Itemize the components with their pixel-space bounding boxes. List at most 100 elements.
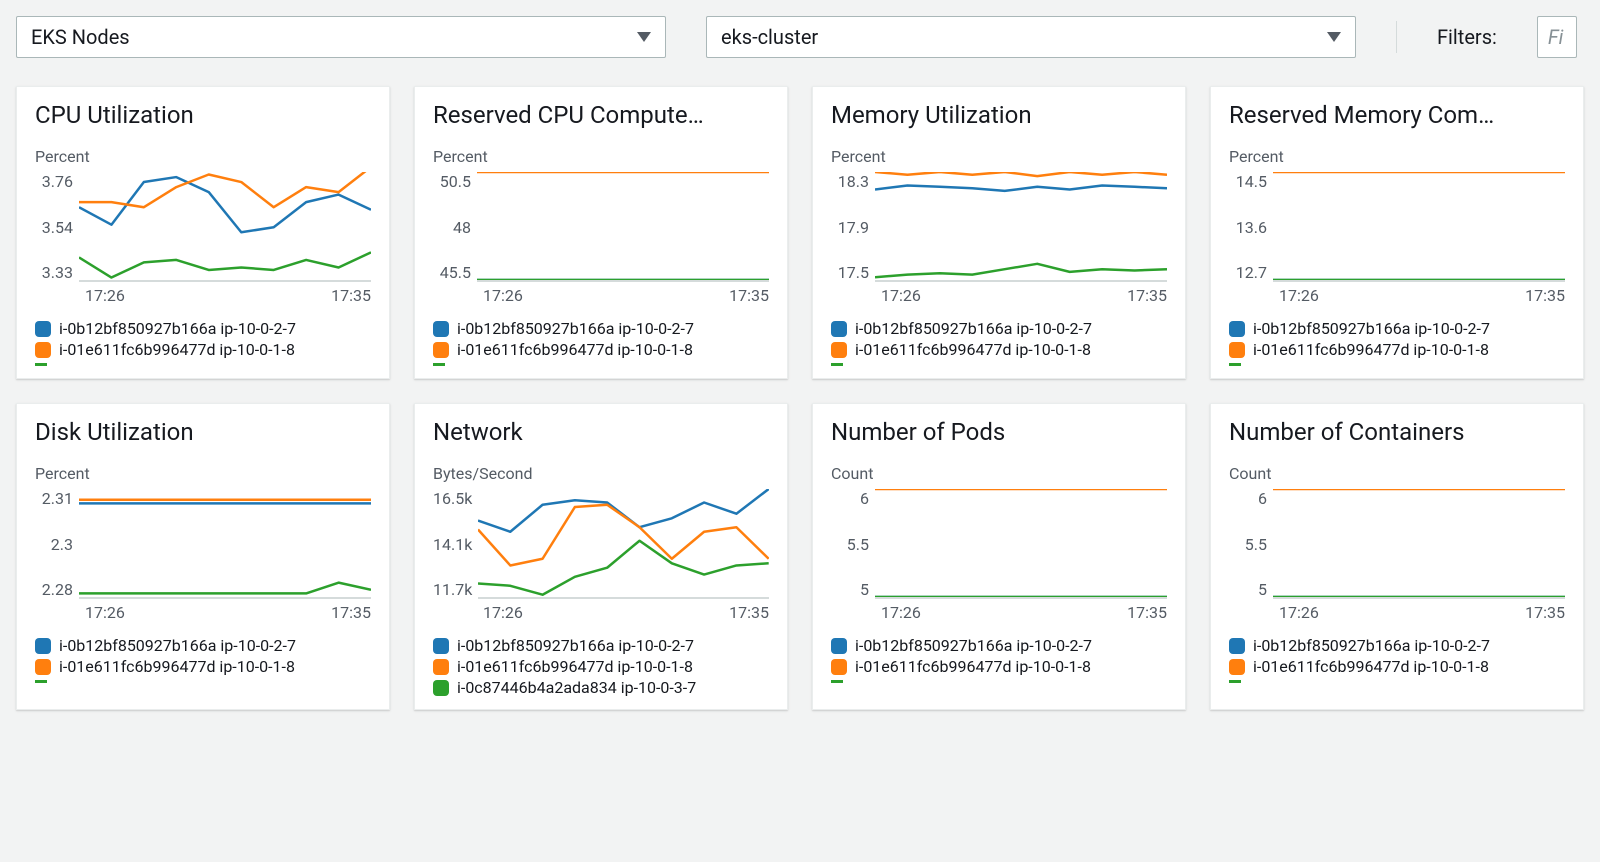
chart-plot-area: 2.312.32.28 bbox=[35, 489, 371, 599]
divider bbox=[1396, 21, 1397, 53]
chart-title: Memory Utilization bbox=[831, 101, 1167, 129]
legend-swatch bbox=[35, 321, 51, 337]
chart-card-pods: Number of PodsCount65.5517:2617:35i-0b12… bbox=[812, 403, 1186, 710]
x-axis-ticks: 17:26 17:35 bbox=[483, 603, 769, 622]
x-tick: 17:35 bbox=[729, 286, 769, 305]
legend-overflow-indicator bbox=[35, 363, 47, 366]
series-line bbox=[79, 172, 371, 207]
legend-item: i-01e611fc6b996477d ip-10-0-1-8 bbox=[433, 340, 769, 359]
chart-title: Number of Containers bbox=[1229, 418, 1565, 446]
legend-swatch bbox=[433, 638, 449, 654]
x-tick: 17:35 bbox=[1127, 603, 1167, 622]
y-tick: 18.3 bbox=[838, 172, 869, 191]
x-tick: 17:35 bbox=[1127, 286, 1167, 305]
chevron-down-icon bbox=[1327, 32, 1341, 42]
cluster-dropdown[interactable]: eks-cluster bbox=[706, 16, 1356, 58]
y-axis-label: Percent bbox=[433, 147, 769, 166]
series-line bbox=[79, 583, 371, 594]
legend-item: i-01e611fc6b996477d ip-10-0-1-8 bbox=[1229, 657, 1565, 676]
legend-label: i-01e611fc6b996477d ip-10-0-1-8 bbox=[59, 657, 295, 676]
legend-label: i-01e611fc6b996477d ip-10-0-1-8 bbox=[1253, 657, 1489, 676]
y-axis-ticks: 14.513.612.7 bbox=[1229, 172, 1273, 282]
chart-svg bbox=[478, 489, 769, 597]
legend-overflow-indicator bbox=[831, 363, 843, 366]
y-axis-label: Count bbox=[831, 464, 1167, 483]
y-tick: 6 bbox=[860, 489, 869, 508]
series-line bbox=[875, 172, 1167, 176]
series-line bbox=[79, 252, 371, 277]
chart-card-disk-utilization: Disk UtilizationPercent2.312.32.2817:261… bbox=[16, 403, 390, 710]
y-tick: 3.76 bbox=[42, 172, 73, 191]
x-tick: 17:26 bbox=[483, 603, 523, 622]
legend-label: i-0b12bf850927b166a ip-10-0-2-7 bbox=[457, 319, 694, 338]
x-tick: 17:26 bbox=[881, 286, 921, 305]
y-axis-ticks: 3.763.543.33 bbox=[35, 172, 79, 282]
chart-card-memory-utilization: Memory UtilizationPercent18.317.917.517:… bbox=[812, 86, 1186, 379]
chart-svg bbox=[79, 172, 371, 280]
y-tick: 2.3 bbox=[51, 535, 73, 554]
legend-swatch bbox=[433, 680, 449, 696]
y-axis-ticks: 50.5 48 45.5 bbox=[433, 172, 477, 282]
chart-card-network: NetworkBytes/Second16.5k14.1k11.7k17:261… bbox=[414, 403, 788, 710]
chart-legend: i-0b12bf850927b166a ip-10-0-2-7i-01e611f… bbox=[1229, 636, 1565, 683]
legend-label: i-0b12bf850927b166a ip-10-0-2-7 bbox=[1253, 319, 1490, 338]
cluster-dropdown-value: eks-cluster bbox=[721, 25, 818, 49]
legend-swatch bbox=[433, 342, 449, 358]
legend-label: i-0b12bf850927b166a ip-10-0-2-7 bbox=[457, 636, 694, 655]
chart-svg-wrap bbox=[1273, 172, 1565, 282]
y-tick: 16.5k bbox=[433, 489, 472, 508]
chart-legend: i-0b12bf850927b166a ip-10-0-2-7 i-01e611f… bbox=[433, 636, 769, 697]
series-line bbox=[875, 186, 1167, 191]
y-tick: 5.5 bbox=[1245, 535, 1267, 554]
y-tick: 6 bbox=[1258, 489, 1267, 508]
y-axis-ticks: 18.317.917.5 bbox=[831, 172, 875, 282]
chart-plot-area: 16.5k14.1k11.7k bbox=[433, 489, 769, 599]
chart-legend: i-0b12bf850927b166a ip-10-0-2-7i-01e611f… bbox=[1229, 319, 1565, 366]
x-axis-ticks: 17:2617:35 bbox=[85, 603, 371, 622]
x-tick: 17:26 bbox=[85, 286, 125, 305]
x-tick: 17:26 bbox=[1279, 603, 1319, 622]
chart-svg bbox=[875, 489, 1167, 597]
chart-svg bbox=[1273, 172, 1565, 280]
resource-dropdown[interactable]: EKS Nodes bbox=[16, 16, 666, 58]
legend-overflow-indicator bbox=[1229, 363, 1241, 366]
y-tick: 3.33 bbox=[42, 263, 73, 282]
legend-swatch bbox=[1229, 321, 1245, 337]
legend-swatch bbox=[831, 659, 847, 675]
y-tick: 5 bbox=[1258, 580, 1267, 599]
y-axis-ticks: 65.55 bbox=[831, 489, 875, 599]
legend-swatch bbox=[831, 321, 847, 337]
y-axis-ticks: 2.312.32.28 bbox=[35, 489, 79, 599]
y-tick: 48 bbox=[453, 218, 471, 237]
y-axis-label: Percent bbox=[35, 147, 371, 166]
y-axis-label: Count bbox=[1229, 464, 1565, 483]
legend-swatch bbox=[35, 638, 51, 654]
y-axis-label: Percent bbox=[35, 464, 371, 483]
chart-legend: i-0b12bf850927b166a ip-10-0-2-7i-01e611f… bbox=[831, 319, 1167, 366]
chart-title: Network bbox=[433, 418, 769, 446]
legend-item: i-0b12bf850927b166a ip-10-0-2-7 bbox=[35, 636, 371, 655]
legend-label: i-01e611fc6b996477d ip-10-0-1-8 bbox=[457, 657, 693, 676]
y-tick: 2.28 bbox=[42, 580, 73, 599]
filter-input[interactable]: Fi bbox=[1537, 16, 1577, 58]
x-tick: 17:26 bbox=[85, 603, 125, 622]
chart-svg bbox=[79, 489, 371, 597]
chart-plot-area: 50.5 48 45.5 bbox=[433, 172, 769, 282]
x-axis-ticks: 17:2617:35 bbox=[881, 603, 1167, 622]
legend-item: i-0b12bf850927b166a ip-10-0-2-7 bbox=[433, 319, 769, 338]
legend-label: i-0b12bf850927b166a ip-10-0-2-7 bbox=[855, 636, 1092, 655]
y-tick: 5.5 bbox=[847, 535, 869, 554]
filters-label: Filters: bbox=[1437, 25, 1497, 49]
y-tick: 14.1k bbox=[433, 535, 472, 554]
legend-swatch bbox=[1229, 342, 1245, 358]
legend-swatch bbox=[1229, 659, 1245, 675]
y-axis-ticks: 65.55 bbox=[1229, 489, 1273, 599]
y-tick: 50.5 bbox=[440, 172, 471, 191]
chart-svg bbox=[1273, 489, 1565, 597]
legend-label: i-0c87446b4a2ada834 ip-10-0-3-7 bbox=[457, 678, 696, 697]
resource-dropdown-value: EKS Nodes bbox=[31, 25, 130, 49]
y-tick: 12.7 bbox=[1236, 263, 1267, 282]
y-tick: 45.5 bbox=[440, 263, 471, 282]
chart-title: CPU Utilization bbox=[35, 101, 371, 129]
x-tick: 17:35 bbox=[729, 603, 769, 622]
